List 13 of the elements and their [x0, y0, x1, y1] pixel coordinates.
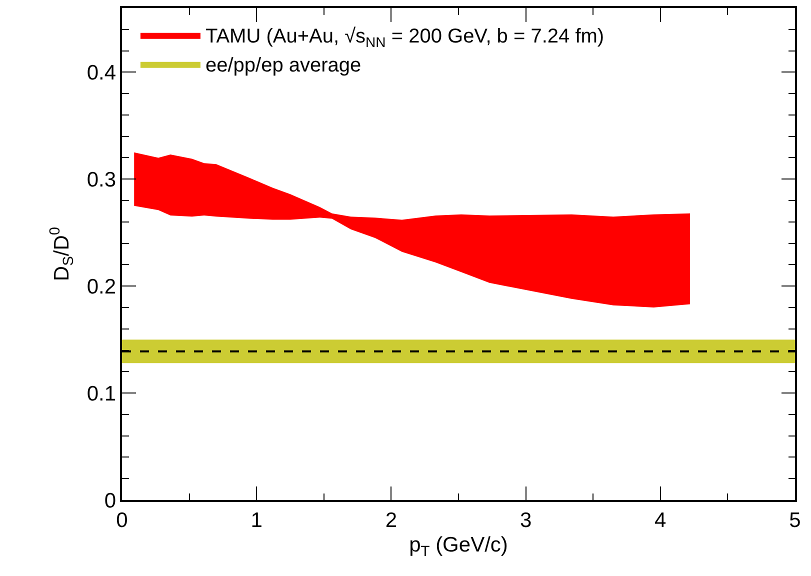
- x-axis-title: p$_{T}$ (GeV/c): [409, 534, 508, 560]
- x-tick-label: 1: [250, 508, 262, 532]
- y-tick-label: 0: [104, 489, 116, 512]
- y-tick-label: 0.2: [86, 275, 116, 298]
- x-tick-label: 4: [654, 508, 667, 532]
- x-tick-label: 3: [520, 508, 532, 532]
- legend-label: ee/pp/ep average: [205, 54, 362, 77]
- y-tick-label: 0.1: [86, 382, 116, 406]
- y-tick-label: 0.3: [86, 168, 116, 192]
- x-tick-label: 5: [789, 508, 801, 532]
- legend-label: TAMU (Au+Au, √s$_{NN}$ = 200 GeV, b = 7.24 fm): [205, 26, 604, 50]
- y-tick-label: 0.4: [86, 62, 116, 85]
- x-tick-label: 2: [385, 508, 398, 532]
